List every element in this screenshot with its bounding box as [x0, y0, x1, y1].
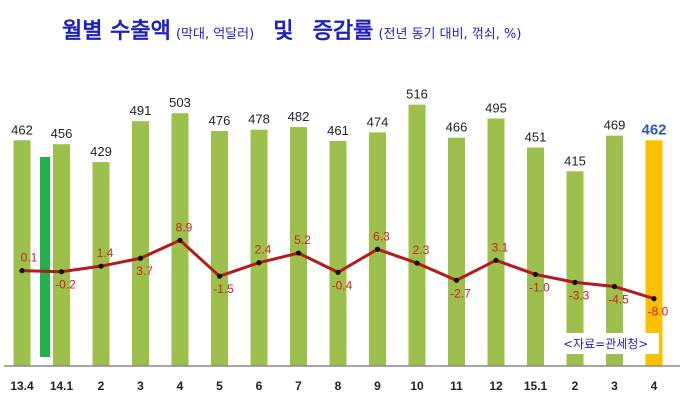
bar-value-label: 476 — [209, 113, 231, 128]
accent-bar — [40, 157, 50, 357]
bar — [606, 135, 623, 366]
bar-value-label: 478 — [248, 112, 270, 127]
bar — [53, 144, 70, 366]
bar-value-label: 482 — [288, 109, 310, 124]
source-note: <자료=관세청> — [563, 337, 648, 351]
x-tick-label: 12 — [489, 379, 503, 393]
growth-rate-label: -0.4 — [332, 278, 353, 292]
growth-rate-label: 5.2 — [294, 233, 311, 247]
title-rate-unit: (전년 동기 대비, 꺾쇠, %) — [378, 27, 521, 42]
growth-rate-labels: 0.1 -0.2 1.4 3.7 8.9 -1.5 2.4 5.2 -0.4 6.3 2.3 -2.7… — [21, 220, 669, 318]
growth-rate-label: -8.0 — [648, 305, 669, 319]
bar-value-label: 516 — [406, 87, 428, 102]
growth-rate-point — [572, 279, 578, 285]
x-tick-label: 4 — [651, 379, 658, 393]
growth-rate-label: 8.9 — [176, 220, 193, 234]
growth-rate-point — [216, 273, 223, 279]
growth-rate-label: 2.3 — [413, 243, 430, 257]
bar-value-label: 462 — [11, 122, 33, 137]
x-tick-label: 14.1 — [50, 379, 74, 393]
x-tick-label: 11 — [450, 379, 463, 393]
growth-rate-point — [58, 269, 65, 275]
growth-rate-point — [295, 250, 302, 256]
title-main: 월별 수출액 — [62, 19, 171, 44]
bar-value-label: 491 — [130, 103, 152, 118]
growth-rate-point — [177, 237, 183, 243]
title-rate: 증감률 — [313, 19, 374, 44]
bar-value-label: 429 — [90, 144, 112, 159]
growth-rate-point — [98, 263, 104, 269]
x-tick-label: 7 — [295, 379, 302, 393]
x-tick-label: 10 — [410, 379, 424, 393]
growth-rate-label: 0.1 — [21, 251, 38, 265]
bar-value-label: 451 — [525, 130, 547, 145]
growth-rate-label: -1.0 — [529, 280, 550, 294]
growth-rate-point — [453, 277, 460, 283]
bar — [250, 129, 268, 366]
source-box — [560, 333, 659, 354]
bar-value-label: 469 — [604, 118, 626, 133]
bar-value-label: 456 — [51, 126, 73, 141]
growth-rate-label: -1.5 — [213, 282, 234, 296]
growth-rate-point — [335, 269, 341, 275]
x-tick-label: 8 — [335, 379, 342, 393]
growth-rate-label: 1.4 — [97, 246, 114, 260]
bar — [487, 118, 505, 366]
bar — [211, 131, 228, 366]
bar — [527, 147, 544, 366]
growth-rate-point — [414, 260, 420, 266]
growth-rate-label: -0.2 — [55, 278, 76, 292]
growth-rate-label: 2.4 — [255, 243, 272, 257]
bar — [448, 137, 465, 366]
growth-rate-point — [374, 246, 381, 252]
bar — [566, 171, 584, 366]
x-tick-label: 3 — [137, 379, 144, 393]
bar-value-label: 495 — [485, 101, 507, 116]
growth-rate-label: 3.1 — [492, 240, 509, 254]
bar — [290, 127, 307, 366]
title-and: 및 — [273, 19, 293, 44]
growth-rate-point — [532, 271, 539, 278]
bar-value-label: 461 — [327, 123, 349, 138]
growth-rate-label: -2.7 — [450, 286, 471, 300]
bar-value-label: 474 — [367, 114, 389, 129]
growth-rate-point — [256, 260, 262, 266]
growth-rate-label: -4.5 — [608, 293, 629, 307]
bar-value-label: 462 — [641, 121, 666, 138]
growth-rate-point — [611, 283, 618, 290]
growth-rate-point — [137, 255, 144, 261]
title-unit: (막대, 억달러) — [176, 27, 254, 42]
chart-title: 월별 수출액 (막대, 억달러) 및 증감률 (전년 동기 대비, 꺾쇠, %) — [62, 19, 521, 44]
x-tick-label: 5 — [216, 379, 223, 393]
growth-rate-label: 6.3 — [373, 229, 390, 243]
growth-rate-series — [19, 237, 657, 302]
bar — [13, 140, 31, 366]
growth-rate-label: -3.3 — [569, 288, 590, 302]
x-tick-label: 13.4 — [10, 379, 34, 393]
x-axis-tick-labels: 13.4 14.1 2 3 4 5 6 7 8 9 10 11 12 15.1 2 3 4 — [10, 379, 657, 393]
bar — [329, 140, 347, 366]
bar — [645, 140, 663, 366]
x-tick-label: 15.1 — [524, 379, 548, 393]
x-tick-label: 2 — [98, 379, 105, 393]
x-tick-label: 6 — [256, 379, 263, 393]
growth-rate-point — [19, 268, 25, 274]
growth-rate-label: 3.7 — [136, 264, 153, 278]
x-tick-label: 9 — [374, 379, 381, 393]
bar-value-label: 415 — [564, 153, 586, 168]
bar — [132, 121, 149, 366]
x-tick-label: 4 — [177, 379, 184, 393]
x-tick-label: 3 — [611, 379, 618, 393]
bar-value-label: 503 — [169, 95, 191, 110]
growth-rate-point — [493, 257, 499, 263]
x-tick-label: 2 — [572, 379, 579, 393]
bar — [408, 104, 426, 366]
growth-rate-point — [651, 296, 657, 302]
bar-series — [13, 104, 663, 366]
bar-value-label: 466 — [446, 120, 468, 135]
bar-value-labels: 462 456 429 491 503 476 478 482 461 474 516 466 495 4… — [11, 87, 666, 169]
